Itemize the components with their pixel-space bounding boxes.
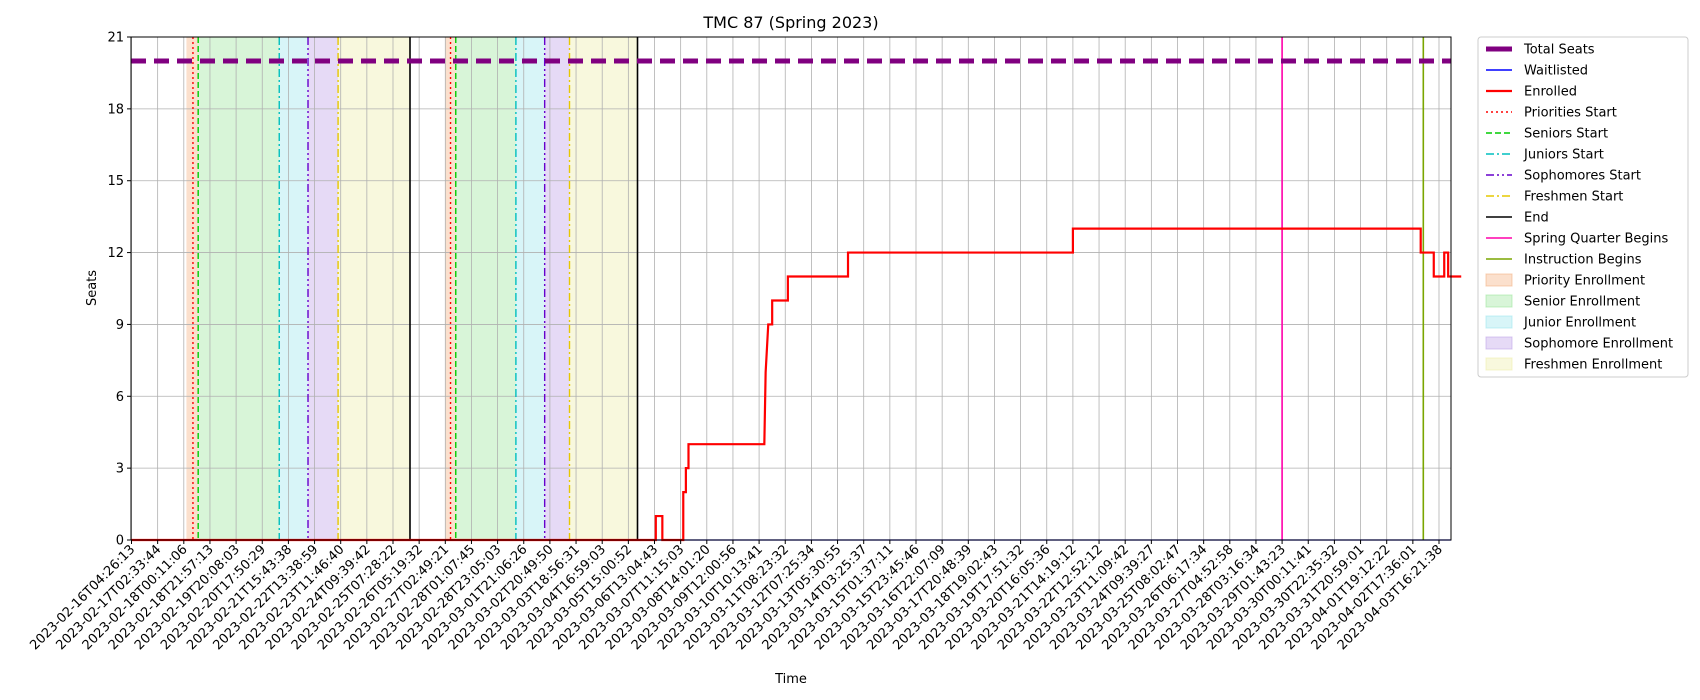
legend-label-instruction-begins: Instruction Begins (1524, 253, 1642, 268)
region-freshmen-enrollment (569, 37, 638, 540)
series-enrolled (131, 227, 1462, 542)
region-junior-enrollment (279, 37, 309, 540)
legend-swatch-freshmen-enrollment (1485, 357, 1513, 371)
y-tick-label: 12 (107, 246, 124, 261)
legend-label-waitlisted: Waitlisted (1524, 64, 1588, 79)
chart-title: TMC 87 (Spring 2023) (702, 13, 878, 32)
legend-label-priorities-start: Priorities Start (1524, 106, 1617, 121)
legend-label-sophomore-enrollment: Sophomore Enrollment (1524, 337, 1673, 352)
legend-label-sophomores-start: Sophomores Start (1524, 169, 1641, 184)
legend-swatch-junior-enrollment (1485, 315, 1513, 329)
y-axis-ticks: 0 3 6 9 12 15 18 21 (107, 31, 131, 549)
legend-label-freshmen-start: Freshmen Start (1524, 190, 1623, 205)
legend-label-total-seats: Total Seats (1523, 43, 1595, 58)
region-senior-enrollment (455, 37, 516, 540)
legend-swatch-senior-enrollment (1485, 294, 1513, 308)
region-freshmen-enrollment (338, 37, 410, 540)
region-sophomore-enrollment (544, 37, 570, 540)
legend: Total Seats Waitlisted Enrolled Priorities … (1477, 36, 1689, 378)
y-tick-label: 3 (116, 462, 124, 477)
y-tick-label: 9 (116, 318, 124, 333)
legend-label-spring-quarter-begins: Spring Quarter Begins (1524, 232, 1668, 247)
x-axis-label: Time (774, 672, 807, 687)
y-tick-label: 6 (116, 390, 124, 405)
region-senior-enrollment (198, 37, 280, 540)
legend-label-enrolled: Enrolled (1524, 85, 1577, 100)
x-axis-ticks: 2023-02-16T04:26:132023-02-17T02:33:4420… (27, 540, 1446, 653)
legend-swatch-priority-enrollment (1485, 273, 1513, 287)
shaded-regions (186, 37, 638, 540)
region-junior-enrollment (515, 37, 545, 540)
y-tick-label: 18 (107, 102, 124, 117)
plot-frame (130, 36, 1452, 541)
legend-label-senior-enrollment: Senior Enrollment (1524, 295, 1640, 310)
legend-label-junior-enrollment: Junior Enrollment (1523, 316, 1636, 331)
legend-label-priority-enrollment: Priority Enrollment (1524, 274, 1645, 289)
event-lines (192, 37, 1425, 540)
legend-label-seniors-start: Seniors Start (1524, 127, 1608, 142)
region-sophomore-enrollment (308, 37, 339, 540)
y-axis-label: Seats (85, 270, 100, 306)
legend-label-end: End (1524, 211, 1549, 226)
legend-label-juniors-start: Juniors Start (1523, 148, 1604, 163)
legend-swatch-sophomore-enrollment (1485, 336, 1513, 350)
legend-label-freshmen-enrollment: Freshmen Enrollment (1524, 358, 1662, 373)
y-tick-label: 21 (107, 31, 124, 46)
legend-box (1477, 36, 1689, 378)
y-tick-label: 15 (107, 174, 124, 189)
y-tick-label: 0 (116, 534, 124, 549)
